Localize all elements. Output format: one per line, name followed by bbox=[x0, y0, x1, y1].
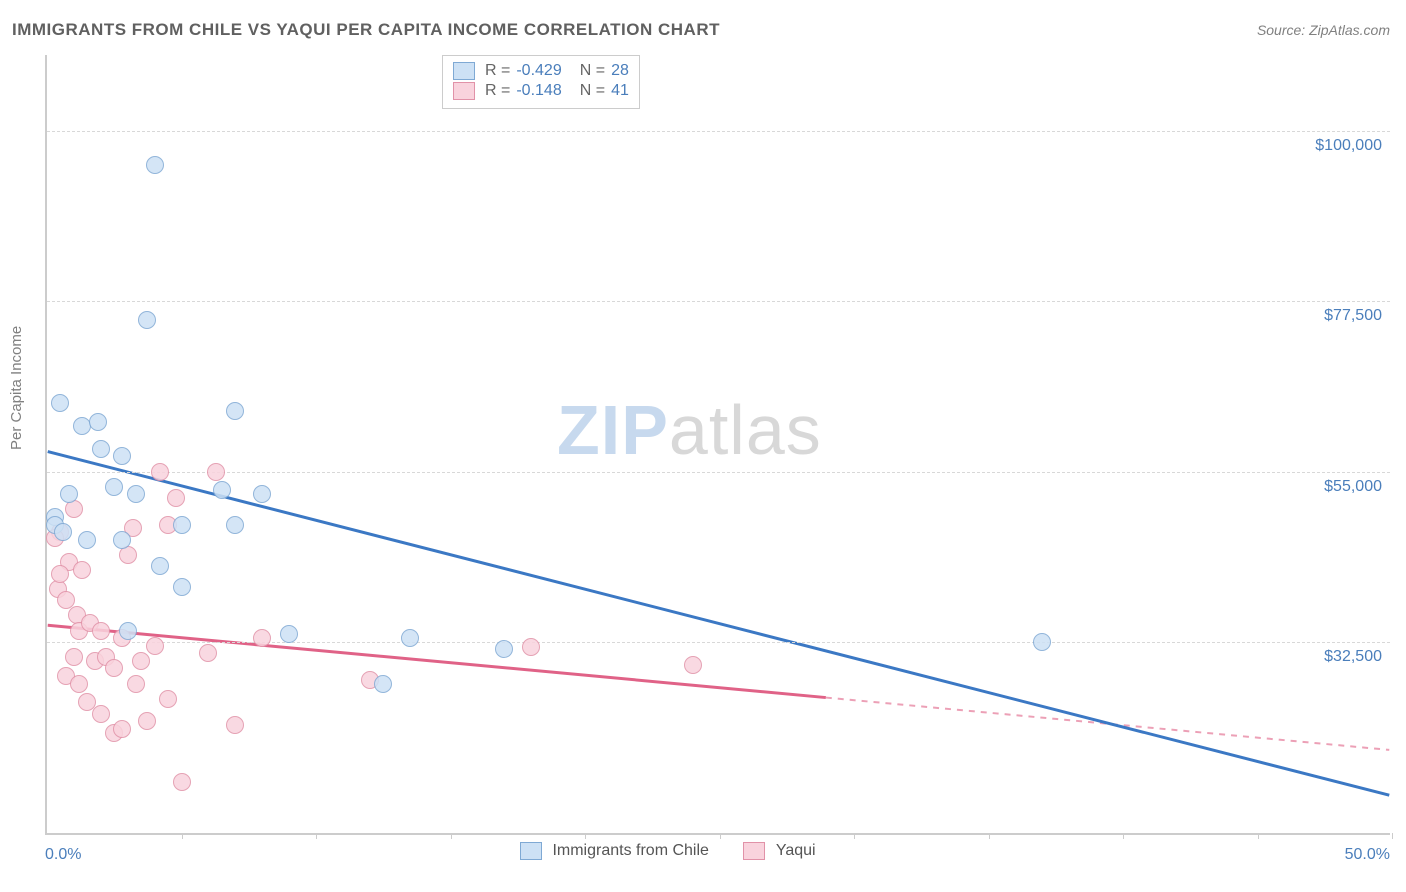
data-point-yaqui bbox=[684, 656, 702, 674]
data-point-yaqui bbox=[159, 690, 177, 708]
data-point-chile bbox=[51, 394, 69, 412]
data-point-yaqui bbox=[207, 463, 225, 481]
data-point-chile bbox=[78, 531, 96, 549]
data-point-yaqui bbox=[105, 659, 123, 677]
watermark: ZIPatlas bbox=[557, 390, 822, 470]
y-tick-label: $77,500 bbox=[1282, 307, 1382, 325]
data-point-chile bbox=[253, 485, 271, 503]
y-axis-label: Per Capita Income bbox=[8, 326, 25, 450]
x-tick bbox=[182, 833, 183, 839]
swatch-yaqui-icon bbox=[453, 82, 475, 100]
chart-container: IMMIGRANTS FROM CHILE VS YAQUI PER CAPIT… bbox=[0, 0, 1406, 892]
data-point-chile bbox=[280, 625, 298, 643]
data-point-yaqui bbox=[73, 561, 91, 579]
regression-line bbox=[48, 452, 1390, 796]
data-point-yaqui bbox=[132, 652, 150, 670]
correlation-legend: R = -0.429 N = 28 R = -0.148 N = 41 bbox=[442, 55, 640, 109]
data-point-chile bbox=[146, 156, 164, 174]
x-tick bbox=[720, 833, 721, 839]
data-point-yaqui bbox=[138, 712, 156, 730]
gridline bbox=[47, 642, 1390, 643]
correlation-row-chile: R = -0.429 N = 28 bbox=[453, 62, 629, 80]
watermark-zip: ZIP bbox=[557, 391, 669, 469]
data-point-yaqui bbox=[199, 644, 217, 662]
regression-line-dashed bbox=[826, 698, 1389, 750]
data-point-chile bbox=[54, 523, 72, 541]
data-point-chile bbox=[113, 531, 131, 549]
x-tick bbox=[316, 833, 317, 839]
data-point-yaqui bbox=[113, 720, 131, 738]
r-label: R = bbox=[485, 82, 510, 100]
r-value-yaqui: -0.148 bbox=[516, 82, 561, 100]
n-label: N = bbox=[580, 62, 605, 80]
regression-line bbox=[48, 625, 826, 697]
legend-label-chile: Immigrants from Chile bbox=[552, 842, 708, 859]
r-value-chile: -0.429 bbox=[516, 62, 561, 80]
data-point-chile bbox=[89, 413, 107, 431]
watermark-atlas: atlas bbox=[669, 391, 822, 469]
chart-title: IMMIGRANTS FROM CHILE VS YAQUI PER CAPIT… bbox=[12, 20, 720, 40]
data-point-chile bbox=[60, 485, 78, 503]
data-point-chile bbox=[92, 440, 110, 458]
r-label: R = bbox=[485, 62, 510, 80]
y-tick-label: $100,000 bbox=[1282, 137, 1382, 155]
data-point-chile bbox=[119, 622, 137, 640]
x-tick bbox=[1123, 833, 1124, 839]
n-label: N = bbox=[580, 82, 605, 100]
data-point-chile bbox=[105, 478, 123, 496]
swatch-yaqui-icon bbox=[743, 842, 765, 860]
x-tick bbox=[989, 833, 990, 839]
x-min-label: 0.0% bbox=[45, 846, 81, 864]
swatch-chile-icon bbox=[453, 62, 475, 80]
data-point-yaqui bbox=[167, 489, 185, 507]
data-point-chile bbox=[401, 629, 419, 647]
data-point-yaqui bbox=[92, 705, 110, 723]
gridline bbox=[47, 301, 1390, 302]
x-tick bbox=[585, 833, 586, 839]
data-point-chile bbox=[173, 516, 191, 534]
x-tick bbox=[854, 833, 855, 839]
x-max-label: 50.0% bbox=[1345, 846, 1390, 864]
x-tick bbox=[451, 833, 452, 839]
data-point-yaqui bbox=[127, 675, 145, 693]
y-tick-label: $32,500 bbox=[1282, 648, 1382, 666]
data-point-chile bbox=[127, 485, 145, 503]
data-point-chile bbox=[1033, 633, 1051, 651]
data-point-chile bbox=[226, 402, 244, 420]
series-legend: Immigrants from Chile Yaqui bbox=[520, 842, 846, 860]
data-point-chile bbox=[495, 640, 513, 658]
gridline bbox=[47, 131, 1390, 132]
data-point-yaqui bbox=[522, 638, 540, 656]
data-point-yaqui bbox=[253, 629, 271, 647]
legend-label-yaqui: Yaqui bbox=[776, 842, 816, 859]
regression-lines bbox=[47, 55, 1390, 833]
data-point-yaqui bbox=[51, 565, 69, 583]
swatch-chile-icon bbox=[520, 842, 542, 860]
data-point-chile bbox=[113, 447, 131, 465]
data-point-yaqui bbox=[173, 773, 191, 791]
source-label: Source: ZipAtlas.com bbox=[1257, 22, 1390, 38]
n-value-chile: 28 bbox=[611, 62, 629, 80]
plot-area: ZIPatlas R = -0.429 N = 28 R = -0.148 N … bbox=[45, 55, 1390, 835]
data-point-chile bbox=[151, 557, 169, 575]
x-tick bbox=[1258, 833, 1259, 839]
correlation-row-yaqui: R = -0.148 N = 41 bbox=[453, 82, 629, 100]
data-point-chile bbox=[173, 578, 191, 596]
data-point-yaqui bbox=[70, 675, 88, 693]
data-point-chile bbox=[138, 311, 156, 329]
y-tick-label: $55,000 bbox=[1282, 478, 1382, 496]
n-value-yaqui: 41 bbox=[611, 82, 629, 100]
data-point-yaqui bbox=[226, 716, 244, 734]
data-point-chile bbox=[226, 516, 244, 534]
data-point-chile bbox=[374, 675, 392, 693]
data-point-yaqui bbox=[146, 637, 164, 655]
x-tick bbox=[1392, 833, 1393, 839]
data-point-yaqui bbox=[151, 463, 169, 481]
gridline bbox=[47, 472, 1390, 473]
data-point-chile bbox=[213, 481, 231, 499]
data-point-yaqui bbox=[65, 648, 83, 666]
data-point-yaqui bbox=[92, 622, 110, 640]
